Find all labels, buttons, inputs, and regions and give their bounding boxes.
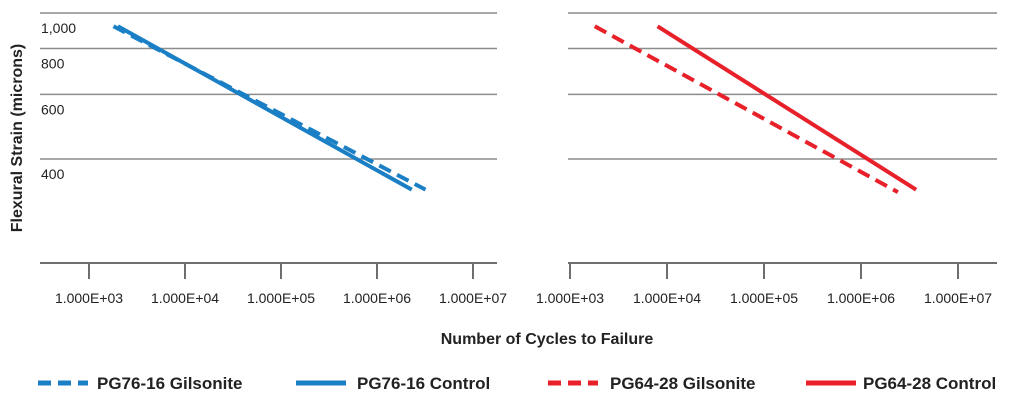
y-tick-label: 1,000 <box>41 20 76 36</box>
y-tick-label: 400 <box>41 166 65 182</box>
legend-item-pg76-16-gilsonite: PG76-16 Gilsonite <box>38 374 243 393</box>
legend: PG76-16 Gilsonite PG76-16 Control PG64-28 … <box>38 374 996 393</box>
x-tick-label: 1.000E+06 <box>343 290 411 306</box>
y-tick-label: 800 <box>41 56 65 72</box>
x-tick-label: 1.000E+05 <box>730 290 798 306</box>
x-axis-title: Number of Cycles to Failure <box>441 331 654 348</box>
series-line-pg76-16-control <box>116 24 413 192</box>
legend-item-pg76-16-control: PG76-16 Control <box>296 374 490 393</box>
legend-item-pg64-28-gilsonite: PG64-28 Gilsonite <box>548 374 756 393</box>
x-tick-label: 1.000E+05 <box>247 290 315 306</box>
legend-label: PG76-16 Gilsonite <box>97 374 243 393</box>
x-tick-label: 1.000E+06 <box>827 290 895 306</box>
legend-label: PG64-28 Control <box>863 374 996 393</box>
x-tick-label: 1.000E+03 <box>55 290 123 306</box>
legend-label: PG64-28 Gilsonite <box>610 374 756 393</box>
y-axis-title: Flexural Strain (microns) <box>9 44 26 233</box>
x-tick-label: 1.000E+04 <box>633 290 701 306</box>
series-line-pg64-28-gilsonite <box>593 24 899 194</box>
panel-right: 1.000E+03 1.000E+04 1.000E+05 1.000E+06 1.00… <box>536 12 997 306</box>
series-line-pg64-28-control <box>656 24 918 192</box>
x-tick-label: 1.000E+03 <box>536 290 604 306</box>
y-tick-label: 600 <box>41 101 65 117</box>
panel-left: 1,000 800 600 400 1.000E+03 1.000E+04 1.000E+0… <box>40 12 507 306</box>
x-tick-label: 1.000E+07 <box>439 290 507 306</box>
legend-item-pg64-28-control: PG64-28 Control <box>806 374 996 393</box>
x-tick-label: 1.000E+07 <box>924 290 992 306</box>
legend-label: PG76-16 Control <box>357 374 490 393</box>
x-tick-label: 1.000E+04 <box>151 290 219 306</box>
